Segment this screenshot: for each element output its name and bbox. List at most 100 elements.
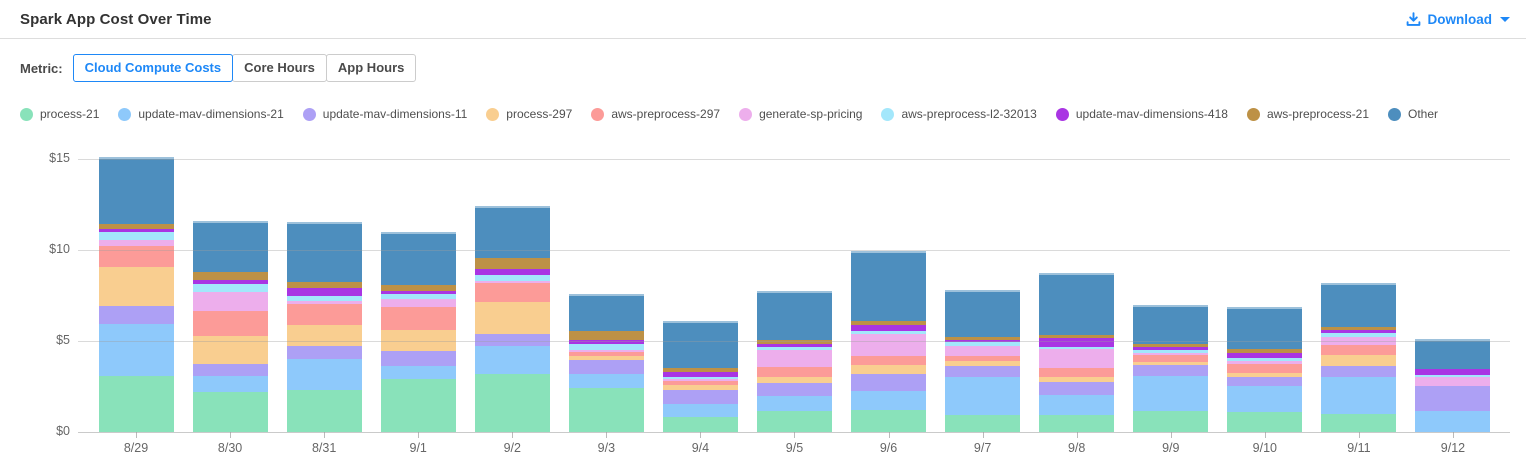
bar-segment-other[interactable] xyxy=(756,291,832,341)
bar-segment-aws-preprocess-21[interactable] xyxy=(945,337,1021,341)
bar-segment-other[interactable] xyxy=(286,221,362,282)
bar-segment-update-mav-dimensions-11[interactable] xyxy=(851,373,927,392)
bar-segment-generate-sp-pricing[interactable] xyxy=(1133,352,1209,355)
bar-segment-aws-preprocess-297[interactable] xyxy=(380,307,456,331)
bar-segment-generate-sp-pricing[interactable] xyxy=(1039,349,1115,369)
legend-item-aws-preprocess-297[interactable]: aws-preprocess-297 xyxy=(591,107,720,121)
bar-segment-update-mav-dimensions-21[interactable] xyxy=(474,345,550,374)
legend-item-generate-sp-pricing[interactable]: generate-sp-pricing xyxy=(739,107,862,121)
bar-segment-update-mav-dimensions-21[interactable] xyxy=(1039,394,1115,415)
bar-segment-update-mav-dimensions-11[interactable] xyxy=(662,390,738,404)
bar-segment-aws-preprocess-297[interactable] xyxy=(662,381,738,385)
download-button[interactable]: Download xyxy=(1406,12,1510,27)
bar-segment-process-21[interactable] xyxy=(474,373,550,432)
bar-segment-aws-preprocess-21[interactable] xyxy=(1321,326,1397,331)
bar-segment-process-21[interactable] xyxy=(192,391,268,432)
bar-segment-process-21[interactable] xyxy=(756,411,832,432)
bar-segment-generate-sp-pricing[interactable] xyxy=(286,301,362,304)
bar-segment-update-mav-dimensions-21[interactable] xyxy=(1321,377,1397,414)
bar-segment-generate-sp-pricing[interactable] xyxy=(380,299,456,308)
bar-segment-other[interactable] xyxy=(1227,306,1303,350)
bar-segment-generate-sp-pricing[interactable] xyxy=(192,291,268,311)
bar-segment-generate-sp-pricing[interactable] xyxy=(662,379,738,382)
bar-segment-generate-sp-pricing[interactable] xyxy=(1415,376,1491,386)
bar-segment-update-mav-dimensions-418[interactable] xyxy=(568,340,644,344)
bar-segment-generate-sp-pricing[interactable] xyxy=(474,280,550,283)
bar-segment-process-297[interactable] xyxy=(1133,361,1209,365)
bar-segment-update-mav-dimensions-11[interactable] xyxy=(1321,365,1397,378)
bar-segment-process-297[interactable] xyxy=(945,361,1021,366)
bar-segment-process-21[interactable] xyxy=(380,379,456,432)
bar-segment-update-mav-dimensions-11[interactable] xyxy=(1415,385,1491,412)
bar-segment-update-mav-dimensions-11[interactable] xyxy=(1133,364,1209,376)
bar-segment-process-21[interactable] xyxy=(662,416,738,432)
bar-segment-update-mav-dimensions-11[interactable] xyxy=(98,305,174,324)
bar-segment-generate-sp-pricing[interactable] xyxy=(945,345,1021,356)
bar-segment-update-mav-dimensions-418[interactable] xyxy=(1415,369,1491,375)
bar-segment-update-mav-dimensions-21[interactable] xyxy=(192,375,268,392)
bar-segment-generate-sp-pricing[interactable] xyxy=(568,350,644,352)
bar-segment-update-mav-dimensions-418[interactable] xyxy=(851,324,927,332)
bar-segment-aws-preprocess-297[interactable] xyxy=(568,351,644,356)
bar-segment-aws-preprocess-297[interactable] xyxy=(1227,363,1303,373)
bar-segment-aws-preprocess-l2-32013[interactable] xyxy=(1133,350,1209,353)
bar-segment-update-mav-dimensions-11[interactable] xyxy=(945,365,1021,377)
bar-segment-process-21[interactable] xyxy=(1039,414,1115,432)
bar-segment-process-21[interactable] xyxy=(851,410,927,432)
bar-segment-generate-sp-pricing[interactable] xyxy=(1321,336,1397,345)
legend-item-update-mav-dimensions-21[interactable]: update-mav-dimensions-21 xyxy=(118,107,284,121)
bar-segment-process-297[interactable] xyxy=(380,330,456,352)
metric-button-cloud-compute-costs[interactable]: Cloud Compute Costs xyxy=(72,54,234,82)
bar-segment-update-mav-dimensions-418[interactable] xyxy=(945,340,1021,342)
bar-segment-aws-preprocess-297[interactable] xyxy=(756,367,832,378)
bar-segment-aws-preprocess-21[interactable] xyxy=(286,281,362,289)
bar-segment-update-mav-dimensions-418[interactable] xyxy=(662,372,738,378)
bar-segment-other[interactable] xyxy=(568,293,644,332)
bar-segment-generate-sp-pricing[interactable] xyxy=(756,350,832,368)
bar-segment-aws-preprocess-l2-32013[interactable] xyxy=(1415,374,1491,377)
bar-segment-update-mav-dimensions-11[interactable] xyxy=(380,351,456,366)
bar-segment-update-mav-dimensions-21[interactable] xyxy=(568,373,644,389)
legend-item-update-mav-dimensions-418[interactable]: update-mav-dimensions-418 xyxy=(1055,107,1228,121)
bar-segment-aws-preprocess-21[interactable] xyxy=(1133,343,1209,348)
bar-segment-aws-preprocess-l2-32013[interactable] xyxy=(1321,332,1397,337)
bar-segment-update-mav-dimensions-21[interactable] xyxy=(662,403,738,417)
legend-item-aws-preprocess-21[interactable]: aws-preprocess-21 xyxy=(1246,107,1369,121)
bar-segment-process-21[interactable] xyxy=(945,414,1021,432)
bar-segment-aws-preprocess-l2-32013[interactable] xyxy=(474,274,550,281)
bar-segment-process-297[interactable] xyxy=(756,377,832,383)
bar-segment-aws-preprocess-l2-32013[interactable] xyxy=(756,346,832,351)
bar-segment-update-mav-dimensions-21[interactable] xyxy=(851,391,927,411)
bar-segment-update-mav-dimensions-21[interactable] xyxy=(380,365,456,380)
bar-segment-process-297[interactable] xyxy=(1321,354,1397,366)
bar-segment-process-297[interactable] xyxy=(662,384,738,391)
bar-segment-process-297[interactable] xyxy=(474,301,550,334)
bar-segment-update-mav-dimensions-418[interactable] xyxy=(1133,347,1209,351)
bar-segment-aws-preprocess-21[interactable] xyxy=(474,258,550,270)
bar-segment-update-mav-dimensions-418[interactable] xyxy=(756,343,832,347)
bar-segment-update-mav-dimensions-21[interactable] xyxy=(1415,411,1491,432)
bar-segment-update-mav-dimensions-11[interactable] xyxy=(286,346,362,360)
bar-segment-process-21[interactable] xyxy=(1227,411,1303,432)
bar-segment-other[interactable] xyxy=(1133,304,1209,344)
bar-segment-aws-preprocess-21[interactable] xyxy=(568,331,644,341)
bar-segment-update-mav-dimensions-21[interactable] xyxy=(945,376,1021,415)
bar-segment-update-mav-dimensions-21[interactable] xyxy=(1227,385,1303,412)
bar-segment-aws-preprocess-21[interactable] xyxy=(756,340,832,344)
bar-segment-update-mav-dimensions-21[interactable] xyxy=(286,359,362,391)
bar-segment-aws-preprocess-l2-32013[interactable] xyxy=(945,341,1021,346)
bar-segment-aws-preprocess-21[interactable] xyxy=(662,368,738,372)
bar-segment-aws-preprocess-l2-32013[interactable] xyxy=(1227,358,1303,362)
bar-segment-aws-preprocess-297[interactable] xyxy=(474,282,550,302)
bar-segment-update-mav-dimensions-21[interactable] xyxy=(756,395,832,412)
legend-item-other[interactable]: Other xyxy=(1388,107,1438,121)
bar-segment-process-297[interactable] xyxy=(1039,377,1115,382)
bar-segment-update-mav-dimensions-21[interactable] xyxy=(1133,375,1209,412)
bar-segment-aws-preprocess-297[interactable] xyxy=(98,246,174,268)
bar-segment-aws-preprocess-l2-32013[interactable] xyxy=(192,283,268,292)
bar-segment-other[interactable] xyxy=(1039,272,1115,335)
bar-segment-other[interactable] xyxy=(945,290,1021,338)
bar-segment-aws-preprocess-21[interactable] xyxy=(380,284,456,292)
bar-segment-generate-sp-pricing[interactable] xyxy=(98,240,174,247)
bar-segment-aws-preprocess-l2-32013[interactable] xyxy=(1039,346,1115,350)
